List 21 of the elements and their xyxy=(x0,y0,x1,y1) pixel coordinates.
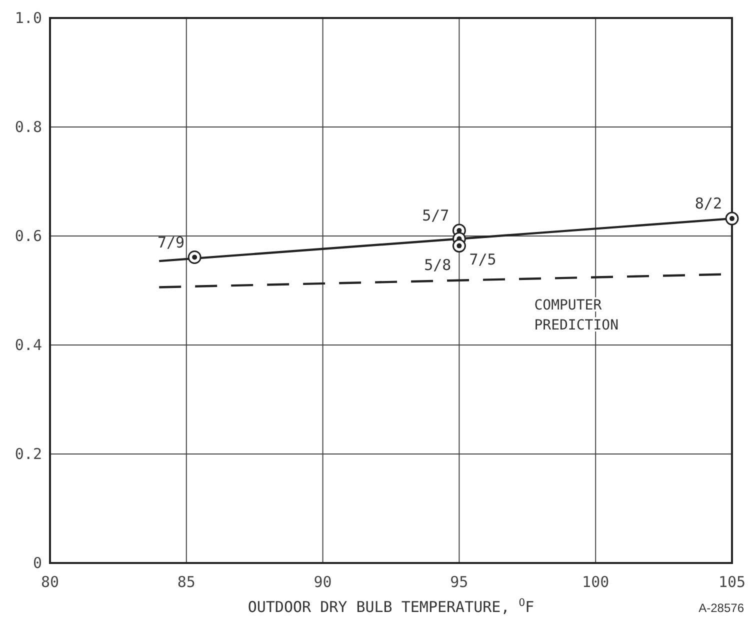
point xyxy=(452,239,466,253)
point xyxy=(188,250,202,264)
y-tick-label: 1.0 xyxy=(14,9,42,27)
x-tick-label: 100 xyxy=(582,573,610,591)
annotation: 5/7 xyxy=(422,206,450,225)
y-tick-label: 0.8 xyxy=(14,118,42,136)
x-tick-label: 85 xyxy=(177,573,196,591)
annotation: 7/9 xyxy=(157,233,185,252)
x-tick-label: 95 xyxy=(450,573,468,591)
text: A-28576 xyxy=(698,601,744,615)
y-tick-label: 0.2 xyxy=(14,445,42,463)
annotation: 5/8 xyxy=(424,256,452,274)
x-tick-label: 105 xyxy=(718,573,746,591)
x-axis-title: OUTDOOR DRY BULB TEMPERATURE, $^{O}$F xyxy=(248,597,534,616)
y-tick-label: 0 xyxy=(32,554,42,572)
y-tick-label: 0.4 xyxy=(14,336,42,354)
x-tick-label: 80 xyxy=(40,573,60,591)
x-tick-label: 90 xyxy=(314,573,332,591)
y-tick-label: 0.6 xyxy=(14,227,42,245)
annotation: 7/5 xyxy=(469,250,496,269)
annotation: 8/2 xyxy=(694,194,722,213)
